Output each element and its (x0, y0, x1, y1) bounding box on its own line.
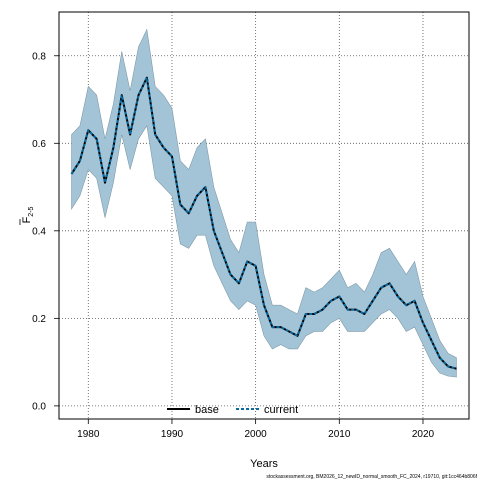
x-tick-label-1980: 1980 (77, 429, 100, 440)
x-tick-label-2000: 2000 (245, 429, 268, 440)
legend: base current (167, 404, 298, 416)
y-axis-title-main: F (21, 216, 33, 223)
y-axis-title-sub: 2-5 (28, 206, 35, 216)
y-tick-label-0: 0.0 (32, 401, 46, 412)
series-lines (70, 76, 457, 370)
legend-label-base: base (195, 404, 219, 416)
x-axis-title: Years (250, 458, 278, 470)
x-tick-label-2020: 2020 (412, 429, 435, 440)
series-line-current (70, 76, 457, 370)
y-axis-title: F2-5 (19, 206, 35, 225)
footer-credit: stockassessment.org, BM2026_12_newID_nor… (266, 474, 477, 480)
y-tick-label-2: 0.4 (32, 226, 46, 237)
confidence-band (71, 28, 457, 378)
y-tick-label-1: 0.2 (32, 314, 46, 325)
confidence-band-area (71, 28, 457, 378)
plot-frame (58, 11, 470, 420)
legend-label-current: current (264, 404, 298, 416)
y-tick-label-3: 0.6 (32, 139, 46, 150)
svg-text:F2-5: F2-5 (21, 206, 35, 223)
x-tick-label-1990: 1990 (161, 429, 184, 440)
x-tick-label-2010: 2010 (328, 429, 351, 440)
y-axis: 0.0 0.2 0.4 0.6 0.8 (32, 51, 59, 412)
y-tick-label-4: 0.8 (32, 51, 46, 62)
x-axis: 1980 1990 2000 2010 2020 (77, 419, 435, 440)
